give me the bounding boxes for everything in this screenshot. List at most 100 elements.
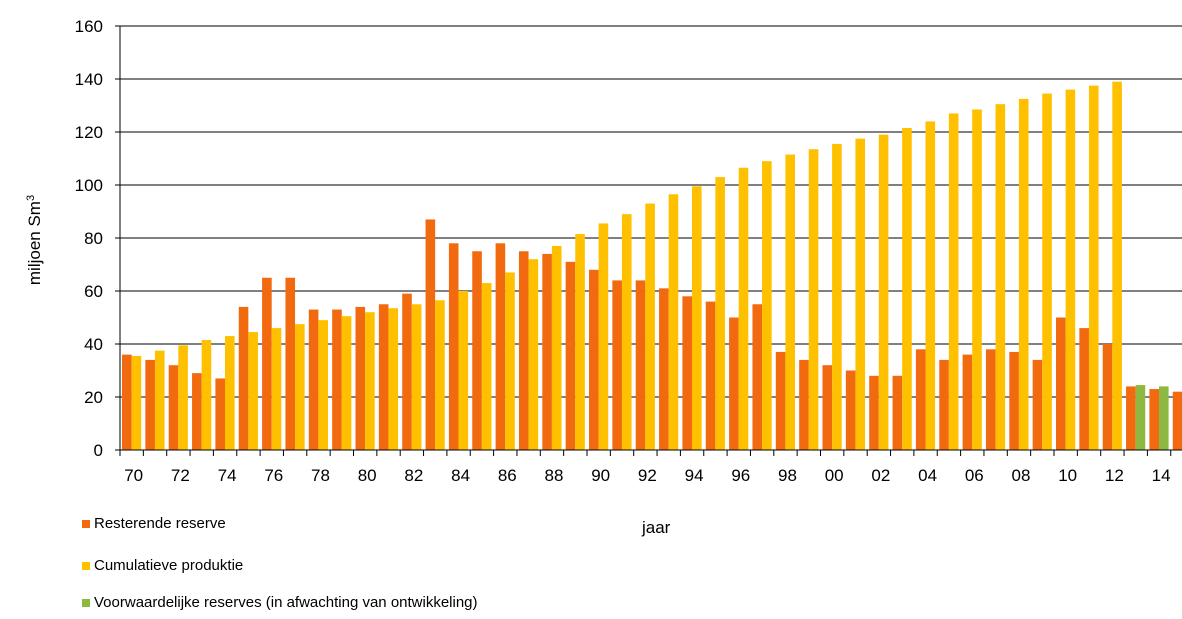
bar-resterende-reserve xyxy=(775,351,786,450)
x-tick-label: 04 xyxy=(918,466,937,485)
x-tick-label: 72 xyxy=(171,466,190,485)
x-tick-label: 10 xyxy=(1058,466,1077,485)
bar-cumulatieve-produktie xyxy=(995,104,1006,451)
bar-cumulatieve-produktie xyxy=(855,138,866,450)
bar-voorwaardelijke-reserves xyxy=(1159,386,1169,450)
x-tick-label: 02 xyxy=(871,466,890,485)
bar-resterende-reserve xyxy=(448,243,459,450)
bar-cumulatieve-produktie xyxy=(481,283,492,450)
bar-cumulatieve-produktie xyxy=(902,128,912,450)
bar-cumulatieve-produktie xyxy=(715,177,725,451)
bar-resterende-reserve xyxy=(1126,386,1136,450)
bar-resterende-reserve xyxy=(915,349,926,450)
x-tick-label: 88 xyxy=(545,466,564,485)
bar-resterende-reserve xyxy=(845,370,856,450)
x-tick-label: 86 xyxy=(498,466,517,485)
x-tick-label: 80 xyxy=(358,466,377,485)
bar-resterende-reserve xyxy=(285,277,296,450)
bar-resterende-reserve xyxy=(1102,344,1113,450)
bar-resterende-reserve xyxy=(192,373,202,450)
bar-resterende-reserve xyxy=(355,306,366,450)
x-tick-label: 98 xyxy=(778,466,797,485)
x-tick-label: 76 xyxy=(264,466,283,485)
bar-resterende-reserve xyxy=(518,251,529,450)
bar-cumulatieve-produktie xyxy=(785,154,795,450)
bar-cumulatieve-produktie xyxy=(832,143,842,451)
bar-resterende-reserve xyxy=(1149,389,1159,450)
bar-resterende-reserve xyxy=(1056,317,1066,450)
bar-cumulatieve-produktie xyxy=(598,223,609,450)
x-tick-label: 14 xyxy=(1152,466,1171,485)
bar-cumulatieve-produktie xyxy=(435,300,445,450)
bar-cumulatieve-produktie xyxy=(318,320,328,450)
bar-resterende-reserve xyxy=(1079,328,1089,450)
legend-label-voorwaardelijke-reserves: Voorwaardelijke reserves (in afwachting … xyxy=(94,594,478,611)
y-tick-label: 100 xyxy=(75,176,103,195)
bar-resterende-reserve xyxy=(869,375,879,450)
bar-cumulatieve-produktie xyxy=(271,328,282,450)
bar-cumulatieve-produktie xyxy=(201,340,212,450)
bar-resterende-reserve xyxy=(799,359,809,450)
bar-cumulatieve-produktie xyxy=(528,259,539,450)
legend-item-resterende-reserve: Resterende reserve xyxy=(82,515,226,532)
bar-resterende-reserve xyxy=(985,349,996,450)
bar-resterende-reserve xyxy=(332,309,342,450)
bar-cumulatieve-produktie xyxy=(225,336,235,450)
bar-resterende-reserve xyxy=(752,304,763,450)
bar-resterende-reserve xyxy=(378,304,389,450)
bar-cumulatieve-produktie xyxy=(762,161,772,450)
bar-cumulatieve-produktie xyxy=(1088,85,1099,450)
bar-resterende-reserve xyxy=(962,354,973,450)
legend-item-cumulatieve-produktie: Cumulatieve produktie xyxy=(82,557,243,574)
bar-cumulatieve-produktie xyxy=(972,109,982,450)
bar-cumulatieve-produktie xyxy=(341,316,352,450)
x-tick-label: 74 xyxy=(218,466,237,485)
legend-swatch-resterende-reserve xyxy=(82,519,90,528)
x-tick-label: 06 xyxy=(965,466,984,485)
bar-cumulatieve-produktie xyxy=(948,113,959,450)
legend-item-voorwaardelijke-reserves: Voorwaardelijke reserves (in afwachting … xyxy=(82,594,478,611)
bar-cumulatieve-produktie xyxy=(1112,81,1122,451)
bar-cumulatieve-produktie xyxy=(178,345,188,450)
bar-resterende-reserve xyxy=(262,277,272,450)
x-tick-label: 82 xyxy=(404,466,423,485)
bar-cumulatieve-produktie xyxy=(365,312,375,450)
bar-resterende-reserve xyxy=(565,261,576,450)
bar-cumulatieve-produktie xyxy=(738,167,749,450)
bar-resterende-reserve xyxy=(1009,351,1019,450)
bar-cumulatieve-produktie xyxy=(551,245,562,450)
bar-resterende-reserve xyxy=(612,280,622,450)
legend-label-cumulatieve-produktie: Cumulatieve produktie xyxy=(94,557,244,574)
legend-swatch-voorwaardelijke-reserves xyxy=(82,598,90,607)
bar-cumulatieve-produktie xyxy=(575,234,585,450)
x-axis-title: jaar xyxy=(642,518,671,537)
x-tick-label: 92 xyxy=(638,466,657,485)
bar-resterende-reserve xyxy=(729,317,739,450)
bar-resterende-reserve xyxy=(589,269,599,450)
legend-swatch-cumulatieve-produktie xyxy=(82,561,90,570)
legend-label-resterende-reserve: Resterende reserve xyxy=(94,515,226,532)
y-tick-label: 60 xyxy=(84,282,103,301)
bar-cumulatieve-produktie xyxy=(692,186,702,450)
x-tick-label: 00 xyxy=(825,466,844,485)
x-tick-label: 90 xyxy=(591,466,610,485)
bar-resterende-reserve xyxy=(939,359,949,450)
bar-resterende-reserve xyxy=(402,293,412,450)
bar-resterende-reserve xyxy=(1032,359,1043,450)
bar-resterende-reserve xyxy=(705,301,716,450)
bar-resterende-reserve xyxy=(425,219,436,450)
x-tick-label: 78 xyxy=(311,466,330,485)
bar-resterende-reserve xyxy=(472,251,482,450)
bar-resterende-reserve xyxy=(822,365,833,450)
bar-cumulatieve-produktie xyxy=(154,350,165,450)
bar-cumulatieve-produktie xyxy=(505,272,515,450)
bar-cumulatieve-produktie xyxy=(925,121,936,451)
bar-cumulatieve-produktie xyxy=(808,149,819,450)
bar-resterende-reserve xyxy=(892,375,903,450)
bar-resterende-reserve xyxy=(635,280,646,450)
bar-cumulatieve-produktie xyxy=(645,203,655,450)
bar-cumulatieve-produktie xyxy=(295,324,305,450)
y-tick-label: 160 xyxy=(75,17,103,36)
